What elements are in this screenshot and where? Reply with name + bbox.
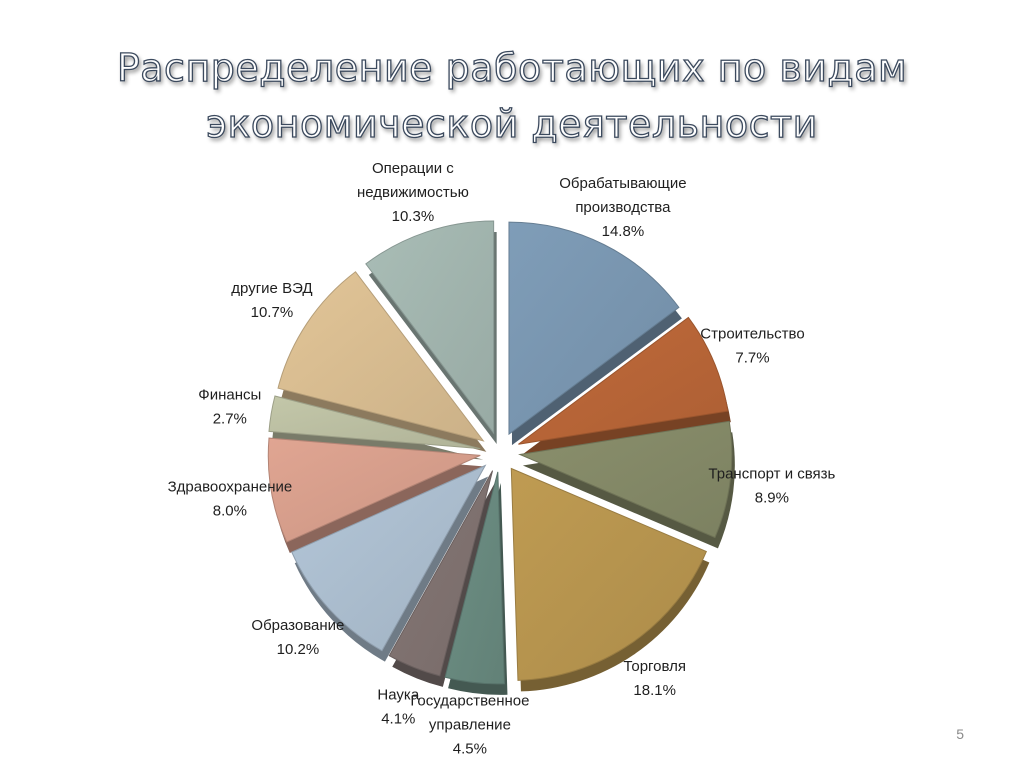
pie-slice-value: 2.7%	[213, 411, 247, 428]
pie-slice	[277, 271, 485, 442]
pie-slice-label: Образование 10.2%	[251, 617, 344, 658]
pie-slice-value: 4.5%	[453, 740, 487, 757]
pie-labels: Обрабатывающие производства 14.8% Строитель…	[168, 160, 836, 757]
pie-slice	[508, 221, 680, 436]
pie-slice-name: Финансы	[198, 387, 261, 404]
pie-slice-label: Финансы 2.7%	[198, 387, 261, 428]
pie-slice-value: 10.7%	[251, 304, 294, 321]
pie-slice-value: 8.9%	[755, 490, 789, 507]
pie-slice	[518, 316, 729, 445]
pie-slice	[444, 471, 505, 685]
page-number: 5	[956, 726, 964, 742]
pie-slice-name: другие ВЭД	[231, 280, 312, 297]
pie-slice-name: Транспорт и связь	[708, 466, 835, 483]
pie-slice-name: Здравоохранение	[168, 478, 293, 495]
pie-slice-label: Здравоохранение 8.0%	[168, 478, 293, 519]
slide-title: Распределение работающих по видам эконом…	[0, 40, 1024, 152]
pie-slice-label: Наука 4.1%	[377, 686, 419, 727]
pie-slice-name: управление	[429, 716, 511, 733]
pie-slice-name: Строительство	[700, 326, 804, 343]
pie-slice	[365, 220, 495, 435]
pie-slices	[267, 220, 733, 685]
pie-slice-value: 14.8%	[602, 223, 645, 240]
pie-slice-name: Обрабатывающие	[559, 175, 686, 192]
pie-slice-label: другие ВЭД 10.7%	[231, 280, 312, 321]
pie-slice-name: Торговля	[623, 658, 686, 675]
pie-slice-label: Торговля 18.1%	[623, 658, 686, 699]
pie-slice-label: Строительство 7.7%	[700, 326, 804, 367]
pie-slice-name: Операции с	[372, 160, 454, 177]
slide-title-line1: Распределение работающих по видам	[116, 45, 908, 90]
pie-slice-name: производства	[575, 199, 671, 216]
slide-title-line2: экономической деятельности	[205, 101, 818, 146]
pie-slice-name: Наука	[377, 686, 419, 703]
pie-slice	[268, 395, 481, 450]
pie-slice	[518, 420, 733, 539]
pie-slice-value: 10.3%	[392, 208, 435, 225]
pie-slice-label: Государственное управление 4.5%	[410, 692, 529, 757]
pie-slice	[291, 464, 487, 652]
pie-slice-name: Государственное	[410, 692, 529, 709]
pie-slice	[388, 470, 494, 677]
pie-slice-value: 18.1%	[633, 682, 676, 699]
pie-slice-value: 4.1%	[381, 710, 415, 727]
pie-slice-name: Образование	[251, 617, 344, 634]
pie-slice-name: недвижимостью	[357, 184, 469, 201]
pie-slice-label: Обрабатывающие производства 14.8%	[559, 175, 686, 240]
pie-slice-value: 8.0%	[213, 502, 247, 519]
pie-slice-label: Транспорт и связь 8.9%	[708, 466, 835, 507]
pie-slice-value: 10.2%	[277, 641, 320, 658]
pie-slice	[267, 437, 481, 543]
pie-slice-value: 7.7%	[735, 350, 769, 367]
pie-slice-label: Операции с недвижимостью 10.3%	[357, 160, 469, 225]
pie-slice	[510, 467, 708, 681]
